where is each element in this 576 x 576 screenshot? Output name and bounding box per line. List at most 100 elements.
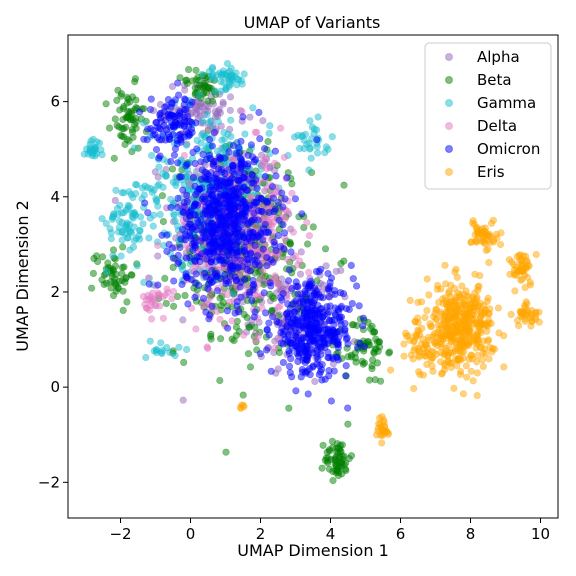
data-point xyxy=(200,221,208,229)
data-point xyxy=(263,262,271,270)
data-point xyxy=(308,346,316,354)
data-point xyxy=(404,332,413,340)
data-point xyxy=(278,189,286,197)
data-point xyxy=(246,288,254,296)
data-point xyxy=(119,306,127,315)
data-point xyxy=(230,170,238,178)
data-point xyxy=(411,317,419,325)
data-point xyxy=(409,355,417,363)
data-point xyxy=(473,358,481,366)
data-point xyxy=(337,302,346,311)
data-point xyxy=(233,184,241,192)
data-point xyxy=(423,306,431,315)
data-point xyxy=(433,285,442,293)
data-point xyxy=(227,182,235,190)
data-point xyxy=(458,337,467,346)
data-point xyxy=(268,183,277,191)
data-point xyxy=(226,106,234,114)
data-point xyxy=(232,331,241,339)
legend-label-delta: Delta xyxy=(477,117,517,135)
data-point xyxy=(208,266,216,274)
data-point xyxy=(332,448,341,456)
data-point xyxy=(206,311,214,319)
data-point xyxy=(172,181,180,190)
data-point xyxy=(324,270,332,278)
data-point xyxy=(193,145,201,153)
data-point xyxy=(204,124,212,132)
data-point xyxy=(459,390,468,398)
data-point xyxy=(156,211,164,219)
data-point xyxy=(105,124,114,132)
data-point xyxy=(247,141,255,149)
data-point xyxy=(188,304,196,312)
data-point xyxy=(181,95,189,103)
data-point xyxy=(132,180,140,189)
data-point xyxy=(462,314,470,322)
data-point xyxy=(340,181,348,189)
data-point xyxy=(201,168,209,176)
data-point xyxy=(305,166,313,174)
data-point xyxy=(168,82,177,90)
data-point xyxy=(514,322,523,330)
data-point xyxy=(314,113,322,121)
data-point xyxy=(291,308,299,316)
data-point xyxy=(292,387,300,395)
data-point xyxy=(125,137,133,145)
data-point xyxy=(225,244,233,253)
data-point xyxy=(465,355,473,363)
data-point xyxy=(111,115,119,123)
chart-title: UMAP of Variants xyxy=(244,13,381,32)
data-point xyxy=(185,220,194,228)
data-point xyxy=(447,281,455,290)
data-point xyxy=(208,97,217,105)
data-point xyxy=(287,248,295,256)
data-point xyxy=(240,174,248,182)
data-point xyxy=(238,401,246,409)
data-point xyxy=(248,179,256,187)
data-point xyxy=(451,301,459,310)
legend-label-beta: Beta xyxy=(477,71,512,89)
data-point xyxy=(221,178,229,186)
data-point xyxy=(136,227,144,235)
data-point xyxy=(318,376,326,384)
data-point xyxy=(207,258,215,266)
data-point xyxy=(149,222,157,230)
data-point xyxy=(253,184,261,192)
data-point xyxy=(325,446,334,454)
y-axis-label: UMAP Dimension 2 xyxy=(13,200,32,352)
data-point xyxy=(174,194,182,202)
data-point xyxy=(203,343,211,351)
data-point xyxy=(282,310,291,318)
data-point xyxy=(313,136,321,144)
data-point xyxy=(223,291,232,299)
data-point xyxy=(89,269,97,278)
data-point xyxy=(222,232,230,240)
data-point xyxy=(473,369,482,377)
data-point xyxy=(451,268,459,276)
data-point xyxy=(455,308,463,316)
data-point xyxy=(126,98,134,106)
data-point xyxy=(285,266,294,274)
data-point xyxy=(378,439,386,447)
data-point xyxy=(273,317,281,326)
data-point xyxy=(239,113,247,121)
data-point xyxy=(305,268,313,277)
data-point xyxy=(303,219,311,227)
data-point xyxy=(154,173,162,181)
data-point xyxy=(317,265,325,273)
data-point xyxy=(206,135,214,144)
data-point xyxy=(463,373,471,381)
data-point xyxy=(156,152,164,160)
data-point xyxy=(116,201,124,209)
data-point xyxy=(208,73,216,81)
data-point xyxy=(152,146,161,154)
data-point xyxy=(303,313,312,322)
data-point xyxy=(476,229,484,237)
data-point xyxy=(203,155,211,164)
data-point xyxy=(174,251,182,259)
data-point xyxy=(208,302,216,310)
data-point xyxy=(159,218,167,226)
data-point xyxy=(521,283,529,292)
data-point xyxy=(146,337,154,345)
data-point xyxy=(306,117,314,125)
